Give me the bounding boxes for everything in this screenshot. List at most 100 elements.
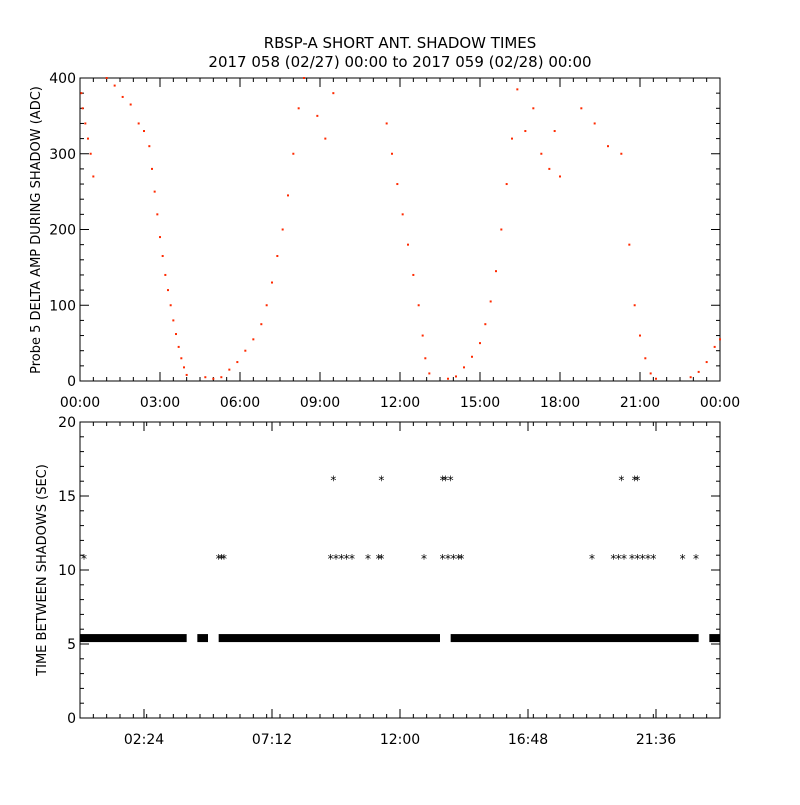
shadow-amp-point [407, 243, 409, 246]
top-y-tick-label: 100 [49, 298, 76, 314]
shadow-amp-point [80, 92, 83, 95]
shadow-amp-point [151, 167, 153, 170]
shadow-amp-point [281, 228, 284, 231]
shadow-amp-point [172, 319, 175, 322]
shadow-amp-point [524, 130, 527, 133]
shadow-amp-point [479, 342, 481, 345]
chart-title-line1: RBSP-A SHORT ANT. SHADOW TIMES [264, 34, 537, 52]
shadow-amp-point [161, 255, 164, 258]
shadow-amp-point [156, 213, 159, 216]
shadow-amp-point [81, 107, 84, 110]
shadow-amp-point [105, 77, 108, 79]
shadow-amp-point [649, 372, 652, 375]
shadow-amp-point [471, 355, 473, 358]
top-y-tick-label: 0 [67, 374, 76, 390]
shadow-interval-point: * [610, 552, 616, 566]
bottom-x-tick-label: 02:24 [124, 732, 164, 748]
top-panel: Probe 5 DELTA AMP DURING SHADOW (ADC) 0 1… [29, 71, 740, 411]
top-x-tick-label: 00:00 [700, 395, 740, 411]
shadow-amp-point [593, 122, 596, 125]
shadow-amp-point [705, 361, 708, 364]
shadow-amp-point [276, 255, 279, 258]
shadow-interval-point: * [216, 552, 222, 566]
shadow-interval-band [709, 634, 720, 643]
shadow-amp-point [164, 273, 167, 276]
bottom-axes: 0 5 10 15 20 02:24 07:12 12:00 16:48 21:36 [58, 415, 721, 748]
shadow-amp-point [159, 236, 161, 239]
shadow-interval-point: * [378, 552, 384, 566]
shadow-interval-point: * [618, 474, 624, 488]
shadow-amp-point [252, 338, 255, 341]
shadow-amp-point [644, 357, 647, 360]
shadow-amp-point [84, 122, 87, 125]
shadow-amp-point [297, 107, 300, 110]
shadow-amp-point [316, 114, 319, 117]
shadow-interval-point: * [333, 552, 339, 566]
shadow-interval-point: * [376, 552, 382, 566]
shadow-amp-point [121, 95, 124, 98]
shadow-interval-point: * [338, 552, 344, 566]
top-x-tick-label: 18:00 [540, 395, 580, 411]
shadow-interval-point: * [81, 552, 87, 566]
shadow-amp-point [129, 103, 132, 106]
shadow-amp-point [292, 152, 295, 155]
top-x-tick-label: 03:00 [140, 395, 180, 411]
shadow-amp-point [532, 107, 535, 110]
shadow-interval-point: * [448, 474, 454, 488]
shadow-amp-point [428, 372, 431, 375]
bottom-y-tick-label: 5 [67, 637, 76, 653]
shadow-interval-point: * [445, 552, 451, 566]
shadow-amp-point [212, 377, 215, 380]
shadow-amp-point [287, 194, 289, 197]
shadow-amp-point [484, 323, 487, 326]
shadow-interval-point: * [616, 552, 622, 566]
shadow-amp-point [559, 175, 561, 178]
shadow-amp-point [697, 370, 700, 373]
shadow-amp-point [424, 357, 427, 360]
shadow-interval-point: * [450, 552, 456, 566]
shadow-amp-point [185, 373, 188, 376]
shadow-amp-point [540, 152, 543, 155]
shadow-amp-point [143, 130, 145, 133]
top-y-tick-label: 400 [49, 71, 76, 87]
bottom-x-tick-label: 16:48 [508, 732, 548, 748]
shadow-amp-point [324, 137, 327, 140]
shadow-interval-point: * [680, 552, 686, 566]
shadow-amp-point [265, 304, 268, 307]
shadow-interval-point: * [221, 552, 227, 566]
shadow-amp-point [455, 375, 457, 378]
shadow-interval-point: * [632, 474, 638, 488]
top-y-tick-label: 300 [49, 147, 76, 163]
shadow-interval-point: * [344, 552, 350, 566]
top-x-tick-label: 00:00 [60, 395, 100, 411]
bottom-x-tick-label: 07:12 [252, 732, 292, 748]
shadow-amp-point [153, 190, 156, 193]
top-x-tick-label: 15:00 [460, 395, 500, 411]
shadow-interval-point: * [621, 552, 627, 566]
shadow-amp-point [633, 304, 636, 307]
shadow-amp-point [385, 122, 388, 125]
bottom-y-tick-label: 0 [67, 711, 76, 727]
shadow-amp-point [689, 376, 692, 379]
shadow-amp-point [113, 84, 116, 87]
bottom-y-tick-label: 15 [58, 489, 76, 505]
shadow-interval-point: * [440, 474, 446, 488]
shadow-amp-point [548, 167, 551, 170]
shadow-amp-point [553, 130, 556, 133]
shadow-amp-point [148, 145, 151, 148]
shadow-amp-point [412, 273, 415, 276]
shadow-amp-point [260, 323, 263, 326]
shadow-amp-point [204, 376, 207, 379]
shadow-amp-point [169, 304, 172, 307]
shadow-amp-point [391, 152, 393, 155]
shadow-amp-point [271, 281, 273, 284]
shadow-amp-point [639, 334, 641, 337]
bottom-data-points: * ***** * * * * **** *** ** * * ** * * * ** *** * * * * * * [80, 474, 720, 643]
bottom-x-tick-label: 12:00 [380, 732, 420, 748]
top-y-axis-label: Probe 5 DELTA AMP DURING SHADOW (ADC) [29, 86, 44, 374]
top-panel-frame [79, 77, 721, 382]
shadow-amp-point [244, 349, 247, 352]
shadow-amp-point [607, 145, 609, 148]
shadow-amp-point [401, 213, 404, 216]
